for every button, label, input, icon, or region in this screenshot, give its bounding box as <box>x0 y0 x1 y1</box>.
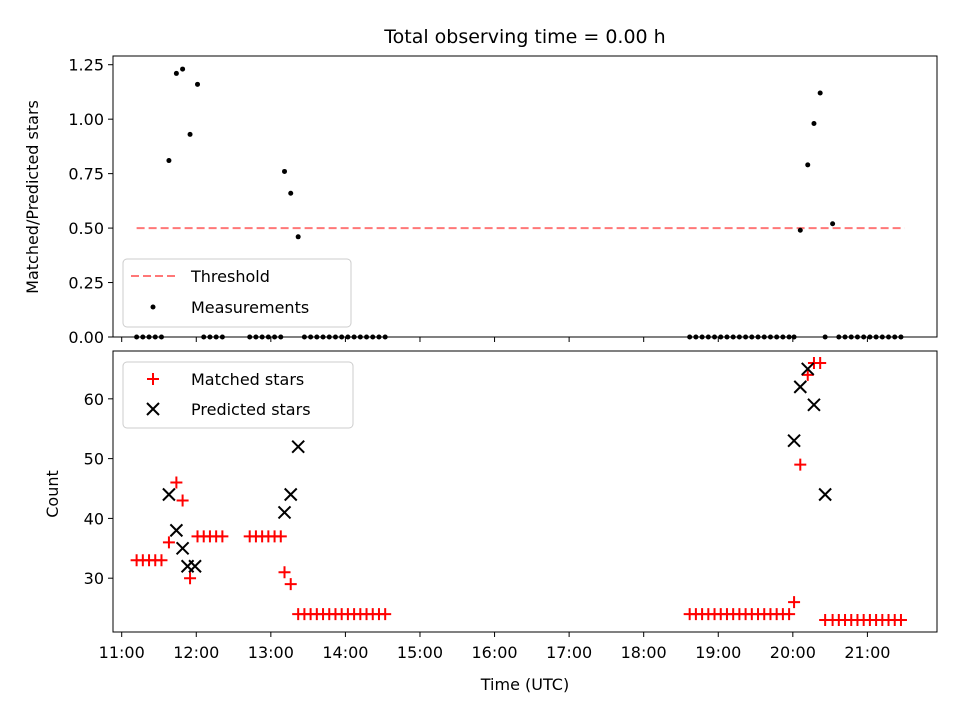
x-tick-label: 20:00 <box>770 643 816 662</box>
matched-star-point <box>162 536 175 549</box>
predicted-star-point <box>793 380 807 394</box>
measurement-point <box>817 90 823 96</box>
legend-measurements-label: Measurements <box>191 298 309 317</box>
chart-title: Total observing time = 0.00 h <box>383 26 665 48</box>
top-x-ticks <box>121 337 868 342</box>
matched-star-point <box>274 530 287 543</box>
predicted-star-point <box>284 487 298 502</box>
matched-star-point <box>794 458 807 471</box>
top-legend-box <box>122 258 352 328</box>
matched-star-point <box>216 530 229 543</box>
matched-star-point <box>814 356 827 369</box>
top-axes-frame <box>112 55 938 338</box>
measurement-point <box>797 227 803 233</box>
matched-star-point <box>801 368 814 381</box>
legend-measurements-swatch <box>150 304 156 310</box>
x-tick-label: 17:00 <box>546 643 592 662</box>
x-tick-label: 12:00 <box>173 643 219 662</box>
predicted-star-point <box>175 541 190 556</box>
x-tick-label: 13:00 <box>248 643 294 662</box>
top-y-ticks: 0.00 0.25 0.50 0.75 1.00 1.25 <box>68 56 113 347</box>
measurement-point <box>830 221 836 227</box>
x-tick-label: 14:00 <box>322 643 368 662</box>
bottom-axes-frame <box>112 350 938 633</box>
top-legend: Threshold Measurements <box>122 258 352 328</box>
predicted-star-point <box>787 433 801 448</box>
predicted-star-point <box>169 523 184 538</box>
x-tick-label: 15:00 <box>397 643 443 662</box>
bottom-y-ticks: 30 40 50 60 <box>84 390 113 588</box>
y-tick-label: 0.00 <box>68 328 104 347</box>
bottom-y-axis-label: Count <box>43 470 62 518</box>
measurement-point <box>173 70 179 76</box>
y-tick-label: 0.25 <box>68 274 104 293</box>
top-y-axis-label: Matched/Predicted stars <box>23 100 42 294</box>
y-tick-label: 1.25 <box>68 56 104 75</box>
y-tick-label: 60 <box>84 390 104 409</box>
bottom-legend-box <box>122 361 354 429</box>
predicted-star-point <box>277 505 292 520</box>
matched-star-point <box>894 614 907 627</box>
bottom-plot-area <box>130 356 907 627</box>
y-tick-label: 50 <box>84 450 104 469</box>
x-tick-label: 21:00 <box>844 643 890 662</box>
matched-star-point <box>176 494 189 507</box>
x-tick-label: 11:00 <box>99 643 145 662</box>
matched-star-point <box>170 476 183 489</box>
x-tick-label: 19:00 <box>695 643 741 662</box>
x-tick-label: 18:00 <box>621 643 667 662</box>
y-tick-label: 0.75 <box>68 165 104 184</box>
predicted-star-point <box>188 559 202 573</box>
legend-predicted-label: Predicted stars <box>191 400 311 419</box>
predicted-star-point <box>807 398 821 412</box>
measurement-point <box>288 190 294 196</box>
measurement-point <box>187 131 193 137</box>
legend-matched-swatch <box>147 373 159 385</box>
y-tick-label: 0.50 <box>68 219 104 238</box>
measurement-point <box>811 121 817 127</box>
bottom-legend: Matched stars Predicted stars <box>122 361 354 429</box>
matched-star-point <box>278 566 291 579</box>
measurement-point <box>195 81 201 87</box>
top-panel: Total observing time = 0.00 h Matched/Pr… <box>23 26 938 347</box>
measurement-point <box>282 168 288 174</box>
measurement-point <box>295 234 301 240</box>
measurement-point <box>180 66 186 72</box>
measurement-point <box>805 162 811 168</box>
x-tick-label: 16:00 <box>471 643 517 662</box>
legend-matched-label: Matched stars <box>191 370 304 389</box>
bottom-x-ticks: 11:00 12:00 13:00 14:00 15:00 16:00 17:00 18:00… <box>99 632 890 662</box>
predicted-star-point <box>801 362 815 376</box>
y-tick-label: 40 <box>84 509 104 528</box>
matched-star-point <box>184 572 197 585</box>
measurement-point <box>166 158 172 164</box>
matched-star-point <box>788 596 801 609</box>
matched-star-point <box>783 608 796 621</box>
matched-star-point <box>379 608 392 621</box>
predicted-star-point <box>162 487 176 502</box>
predicted-star-point <box>291 439 305 454</box>
matched-star-point <box>155 554 168 567</box>
x-axis-label: Time (UTC) <box>480 675 569 694</box>
predicted-star-point <box>818 487 832 502</box>
y-tick-label: 1.00 <box>68 110 104 129</box>
y-tick-label: 30 <box>84 569 104 588</box>
legend-predicted-swatch <box>146 402 160 416</box>
bottom-panel: Count Time (UTC) 11:00 12:00 13:00 14:00 15:… <box>43 350 938 694</box>
matched-star-point <box>284 578 297 591</box>
legend-threshold-label: Threshold <box>190 267 270 286</box>
